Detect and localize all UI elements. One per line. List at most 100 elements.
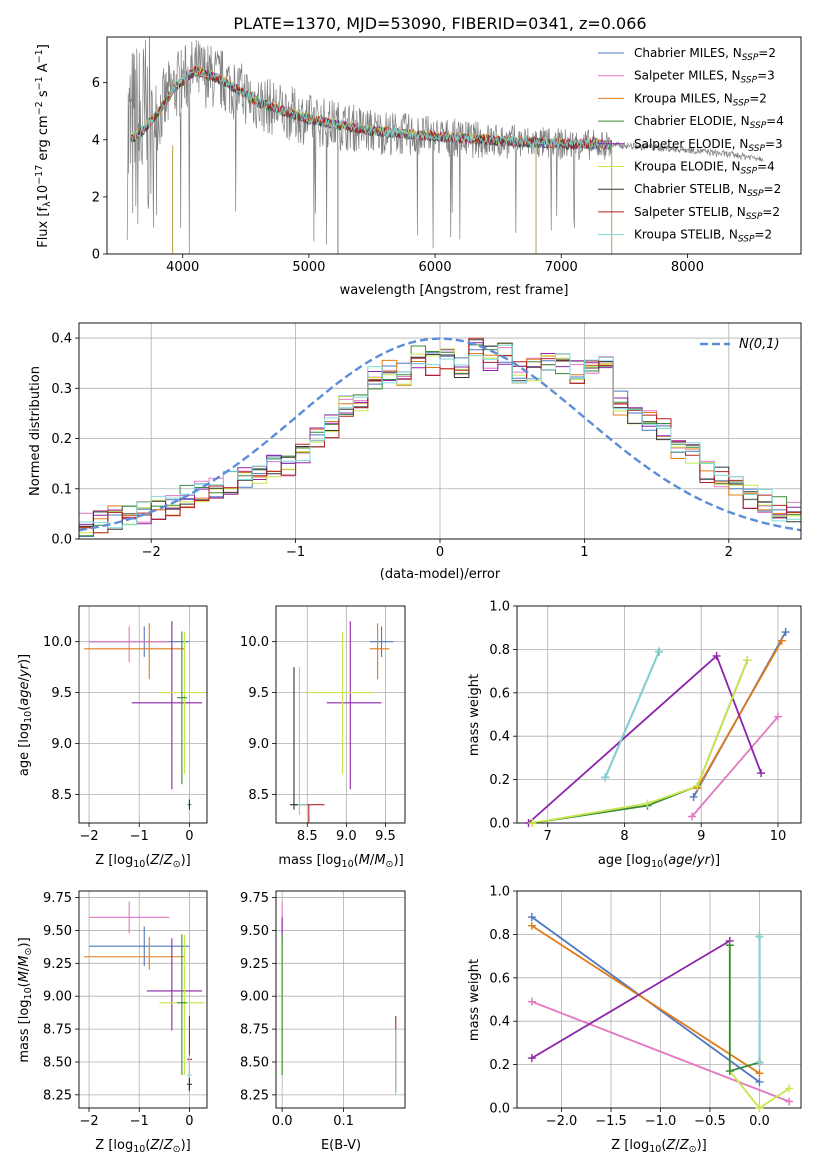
x-tick-label: 8 xyxy=(620,829,628,844)
y-tick-label: 0.4 xyxy=(51,332,72,347)
data-point-marker xyxy=(785,1084,794,1093)
gaussian-curve xyxy=(79,337,801,532)
plot-area xyxy=(281,901,397,1095)
axes-frame xyxy=(516,890,802,1109)
data-point-marker xyxy=(601,773,610,782)
chart-panel-weight_vs_age: 7 8 9 10 0.0 0.2 0.4 0.6 0.8 1.0 xyxy=(489,600,802,844)
x-tick-label: 9 xyxy=(697,829,705,844)
axes-frame xyxy=(275,890,406,1109)
data-point-marker xyxy=(781,628,790,637)
y-tick-label: 8.50 xyxy=(43,1055,72,1070)
y-tick-label: 0.8 xyxy=(489,643,510,658)
y-tick-label: 9.5 xyxy=(51,686,72,701)
x-tick-label: −2 xyxy=(79,1114,98,1129)
x-axis-label: wavelength [Angstrom, rest frame] xyxy=(340,283,569,298)
data-point-marker xyxy=(688,812,697,821)
x-tick-label: −0.5 xyxy=(694,1114,726,1129)
axes-frame xyxy=(275,605,406,824)
x-axis-label: Z [log10(Z/Z⊙)] xyxy=(611,1138,706,1155)
data-point-marker xyxy=(643,799,652,808)
data-point-marker xyxy=(773,712,782,721)
plot-area xyxy=(126,37,764,254)
x-tick-label: 0.0 xyxy=(272,1114,293,1129)
series-line xyxy=(531,940,731,1059)
data-point-marker xyxy=(527,913,536,922)
y-tick-label: 2 xyxy=(92,190,100,205)
figure-title: PLATE=1370, MJD=53090, FIBERID=0341, z=0… xyxy=(233,14,646,33)
data-point-marker xyxy=(785,1097,794,1106)
legend-label: N(0,1) xyxy=(739,337,780,352)
y-axis-label: mass weight xyxy=(467,674,482,756)
x-axis-label: E(B-V) xyxy=(321,1138,361,1153)
axes-frame xyxy=(78,322,802,540)
series-line xyxy=(531,924,760,1075)
data-point-marker xyxy=(755,1069,764,1078)
data-point-marker xyxy=(755,932,764,941)
x-tick-label: 5000 xyxy=(292,260,325,275)
y-tick-label: 9.75 xyxy=(43,891,72,906)
axes-frame xyxy=(516,605,802,824)
data-point-marker xyxy=(725,1067,734,1076)
x-tick-label: −2 xyxy=(142,545,161,560)
legend-label: Salpeter ELODIE, NSSP=3 xyxy=(634,137,783,154)
data-point-marker xyxy=(743,656,752,665)
chart-panel-age_vs_mass: 8.5 9.0 9.5 8.5 9.0 9.5 10.0 xyxy=(240,605,406,844)
y-tick-label: 0.6 xyxy=(489,971,510,986)
x-axis-label: Z [log10(Z/Z⊙)] xyxy=(95,853,190,870)
data-point-marker xyxy=(527,921,536,930)
y-axis-label: mass weight xyxy=(467,959,482,1041)
y-tick-label: 9.0 xyxy=(51,737,72,752)
x-tick-label: 6000 xyxy=(419,260,452,275)
chart-panel-residuals: −2 −1 0 1 2 0.0 0.1 0.2 0.3 0.4 xyxy=(51,322,802,560)
x-tick-label: 0.1 xyxy=(333,1114,354,1129)
y-tick-label: 9.25 xyxy=(240,957,269,972)
plot-area xyxy=(79,337,801,539)
axes-frame xyxy=(78,890,208,1109)
x-tick-label: 0 xyxy=(436,545,444,560)
y-tick-label: 10.0 xyxy=(240,635,269,650)
legend-label: Salpeter MILES, NSSP=3 xyxy=(634,69,775,86)
histogram-series xyxy=(79,337,801,539)
y-tick-label: 10.0 xyxy=(43,635,72,650)
y-tick-label: 0.6 xyxy=(489,686,510,701)
plot-area xyxy=(290,621,394,823)
axes-frame xyxy=(106,36,802,255)
chart-panel-age_vs_Z: −2 −1 0 8.5 9.0 9.5 10.0 xyxy=(43,605,208,844)
x-tick-label: 0 xyxy=(185,829,193,844)
y-tick-label: 9.5 xyxy=(248,686,269,701)
x-tick-label: 4000 xyxy=(166,260,199,275)
data-point-marker xyxy=(725,941,734,950)
chart-panel-mass_vs_ebv: 0.0 0.1 8.25 8.50 8.75 9.00 9.25 9.50 9.75 xyxy=(240,890,406,1129)
legend-label: Kroupa ELODIE, NSSP=4 xyxy=(634,160,775,177)
y-tick-label: 9.00 xyxy=(240,990,269,1005)
x-axis-label: mass [log10(M/M⊙)] xyxy=(278,853,403,870)
data-point-marker xyxy=(689,792,698,801)
y-tick-label: 9.00 xyxy=(43,990,72,1005)
y-tick-label: 0.2 xyxy=(51,432,72,447)
x-tick-label: −1 xyxy=(130,829,149,844)
x-tick-label: 7000 xyxy=(545,260,578,275)
legend-label: Chabrier STELIB, NSSP=2 xyxy=(634,182,781,199)
x-tick-label: 8.5 xyxy=(297,829,318,844)
series-line xyxy=(604,651,660,778)
data-point-marker xyxy=(777,636,786,645)
x-tick-label: −1.0 xyxy=(645,1114,677,1129)
y-axis-label: Normed distribution xyxy=(28,366,43,496)
y-axis-label: Flux [fλ10−17 erg cm−2 s−1 A−1] xyxy=(34,44,53,248)
y-tick-label: 8.50 xyxy=(240,1055,269,1070)
x-tick-label: 0 xyxy=(185,1114,193,1129)
y-tick-label: 0.8 xyxy=(489,928,510,943)
data-point-marker xyxy=(712,651,721,660)
data-point-marker xyxy=(655,647,663,656)
data-point-marker xyxy=(757,769,766,778)
y-tick-label: 0.0 xyxy=(489,1102,510,1117)
y-tick-label: 9.50 xyxy=(43,924,72,939)
x-axis-label: (data-model)/error xyxy=(380,567,501,582)
y-tick-label: 0.1 xyxy=(51,482,72,497)
data-point-marker xyxy=(755,1104,764,1112)
chart-panel-mass_vs_Z: −2 −1 0 8.25 8.50 8.75 9.00 9.25 9.50 9.75 xyxy=(43,890,208,1129)
chart-panel-weight_vs_Z: −2.0 −1.5 −1.0 −0.5 0.0 0.0 0.2 0.4 0.6 0.8 1.0 xyxy=(489,885,802,1129)
axes-frame xyxy=(78,605,208,824)
x-tick-label: 0.0 xyxy=(749,1114,770,1129)
x-axis-label: Z [log10(Z/Z⊙)] xyxy=(95,1138,190,1155)
